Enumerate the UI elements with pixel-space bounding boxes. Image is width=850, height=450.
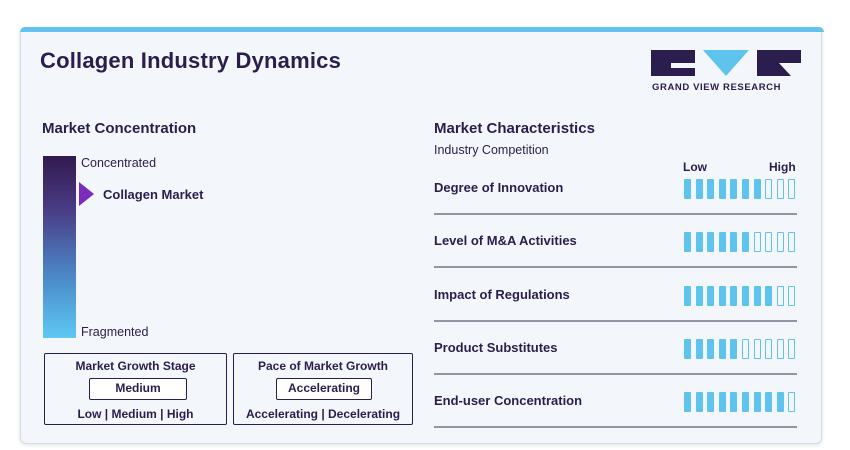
market-growth-stage-box: Market Growth Stage Medium Low | Medium … — [44, 353, 227, 425]
rating-segment-empty — [765, 339, 773, 359]
pace-of-market-growth-value: Accelerating — [276, 378, 372, 400]
rating-segment-filled — [742, 392, 749, 412]
characteristic-label: End-user Concentration — [434, 393, 583, 408]
rating-bar — [684, 286, 804, 306]
rating-segment-filled — [765, 286, 773, 306]
characteristic-row: Product Substitutes — [434, 336, 797, 389]
characteristic-row: End-user Concentration — [434, 389, 797, 442]
rating-segment-filled — [695, 339, 703, 359]
characteristic-row: Impact of Regulations — [434, 283, 797, 336]
scale-low-label: Low — [683, 160, 707, 174]
characteristic-row: Level of M&A Activities — [434, 229, 797, 282]
rating-bar — [684, 179, 804, 199]
concentrated-label: Concentrated — [81, 156, 157, 170]
rating-segment-empty — [776, 179, 784, 199]
rating-segment-empty — [765, 179, 773, 199]
rating-segment-filled — [718, 339, 726, 359]
characteristic-label: Level of M&A Activities — [434, 233, 577, 248]
row-divider — [434, 426, 797, 428]
market-characteristics-title: Market Characteristics — [434, 120, 595, 137]
pace-of-market-growth-title: Pace of Market Growth — [257, 359, 389, 373]
rating-segment-filled — [684, 232, 691, 252]
rating-bar — [684, 232, 804, 252]
rating-segment-filled — [684, 286, 691, 306]
market-concentration-title: Market Concentration — [42, 120, 197, 137]
rating-segment-filled — [718, 179, 726, 199]
rating-segment-filled — [695, 179, 703, 199]
card-top-accent — [20, 27, 824, 32]
pace-of-market-growth-box: Pace of Market Growth Accelerating Accel… — [233, 353, 413, 425]
rating-segment-filled — [707, 232, 715, 252]
rating-segment-empty — [776, 286, 784, 306]
rating-segment-filled — [684, 392, 691, 412]
concentration-gradient-bar — [43, 156, 76, 338]
market-growth-stage-value: Medium — [89, 378, 187, 400]
rating-segment-filled — [718, 286, 726, 306]
page-title: Collagen Industry Dynamics — [40, 48, 342, 73]
rating-segment-empty — [753, 232, 761, 252]
collagen-market-marker-label: Collagen Market — [103, 187, 204, 202]
characteristic-label: Product Substitutes — [434, 340, 558, 355]
rating-segment-empty — [788, 179, 796, 199]
rating-segment-filled — [765, 392, 773, 412]
rating-segment-filled — [742, 179, 749, 199]
characteristic-label: Degree of Innovation — [434, 180, 564, 195]
industry-competition-subtitle: Industry Competition — [434, 143, 549, 157]
rating-segment-filled — [718, 392, 726, 412]
rating-segment-empty — [753, 339, 761, 359]
scale-high-label: High — [769, 160, 796, 174]
rating-segment-filled — [695, 392, 703, 412]
rating-segment-filled — [707, 286, 715, 306]
dynamics-card: Collagen Industry Dynamics GRAND VIEW RE… — [20, 27, 824, 444]
rating-segment-filled — [684, 339, 691, 359]
row-divider — [434, 320, 797, 322]
grand-view-research-logo: GRAND VIEW RESEARCH — [651, 50, 801, 98]
rating-segment-filled — [718, 232, 726, 252]
rating-segment-filled — [695, 286, 703, 306]
rating-segment-empty — [742, 339, 749, 359]
row-divider — [434, 266, 797, 268]
rating-segment-filled — [730, 179, 738, 199]
rating-segment-filled — [707, 339, 715, 359]
rating-segment-filled — [753, 286, 761, 306]
fragmented-label: Fragmented — [81, 325, 149, 339]
rating-segment-filled — [730, 232, 738, 252]
rating-segment-filled — [695, 232, 703, 252]
pace-of-market-growth-scale: Accelerating | Decelerating — [245, 407, 401, 421]
rating-bar — [684, 339, 804, 359]
rating-segment-filled — [707, 392, 715, 412]
rating-segment-filled — [742, 286, 749, 306]
rating-segment-filled — [684, 179, 691, 199]
rating-segment-filled — [730, 392, 738, 412]
market-growth-stage-scale: Low | Medium | High — [77, 407, 194, 421]
rating-segment-filled — [753, 392, 761, 412]
row-divider — [434, 373, 797, 375]
market-growth-stage-title: Market Growth Stage — [75, 359, 196, 373]
rating-segment-filled — [707, 179, 715, 199]
rating-segment-filled — [753, 179, 761, 199]
rating-segment-empty — [788, 286, 796, 306]
logo-text: GRAND VIEW RESEARCH — [652, 82, 782, 93]
rating-segment-empty — [776, 339, 784, 359]
row-divider — [434, 213, 797, 215]
rating-segment-filled — [776, 392, 784, 412]
rating-segment-filled — [730, 286, 738, 306]
gvr-logo-icon — [651, 50, 801, 76]
rating-bar — [684, 392, 804, 412]
characteristic-label: Impact of Regulations — [434, 287, 570, 302]
marker-triangle-icon — [79, 182, 94, 206]
rating-segment-empty — [765, 232, 773, 252]
rating-segment-empty — [788, 232, 796, 252]
rating-segment-empty — [776, 232, 784, 252]
characteristic-row: Degree of Innovation — [434, 176, 797, 229]
rating-segment-empty — [788, 339, 796, 359]
rating-segment-filled — [742, 232, 749, 252]
rating-segment-empty — [788, 392, 796, 412]
rating-segment-filled — [730, 339, 738, 359]
